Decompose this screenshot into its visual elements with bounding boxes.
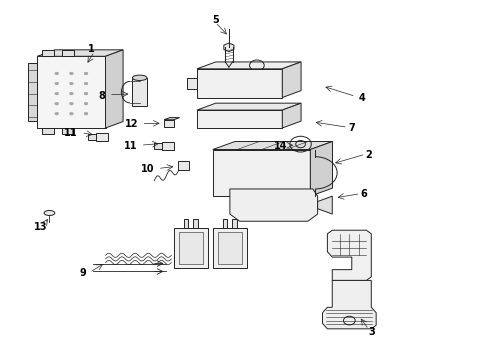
- Polygon shape: [212, 141, 332, 149]
- Circle shape: [84, 112, 88, 115]
- Bar: [132, 78, 147, 107]
- Circle shape: [55, 112, 59, 115]
- Polygon shape: [282, 103, 301, 128]
- Polygon shape: [163, 118, 179, 120]
- Text: 5: 5: [211, 15, 218, 26]
- Bar: [96, 133, 108, 141]
- Polygon shape: [37, 50, 123, 56]
- Bar: [177, 161, 189, 170]
- Polygon shape: [224, 43, 233, 51]
- Text: 10: 10: [141, 164, 154, 174]
- Ellipse shape: [44, 211, 55, 216]
- Text: 7: 7: [347, 123, 354, 133]
- Circle shape: [55, 102, 59, 105]
- Bar: [232, 220, 237, 228]
- Polygon shape: [197, 103, 301, 110]
- Text: 13: 13: [34, 222, 47, 231]
- Circle shape: [84, 82, 88, 85]
- Text: 6: 6: [360, 189, 366, 199]
- Circle shape: [55, 92, 59, 95]
- Text: 11: 11: [64, 129, 78, 138]
- Polygon shape: [229, 189, 317, 221]
- Bar: [61, 50, 74, 56]
- Circle shape: [84, 72, 88, 75]
- Bar: [193, 220, 198, 228]
- Bar: [28, 63, 37, 121]
- Circle shape: [84, 102, 88, 105]
- Bar: [187, 78, 197, 89]
- Bar: [183, 220, 188, 228]
- Circle shape: [69, 112, 73, 115]
- Circle shape: [55, 72, 59, 75]
- Polygon shape: [317, 196, 331, 214]
- Polygon shape: [310, 141, 332, 196]
- Circle shape: [69, 92, 73, 95]
- Bar: [163, 120, 173, 127]
- Text: 8: 8: [99, 91, 105, 101]
- Bar: [61, 128, 74, 134]
- Polygon shape: [212, 149, 310, 196]
- Polygon shape: [327, 230, 370, 280]
- Text: 12: 12: [124, 120, 138, 129]
- Polygon shape: [232, 196, 251, 207]
- Circle shape: [69, 102, 73, 105]
- Text: 2: 2: [365, 150, 371, 160]
- Text: 14: 14: [273, 141, 287, 151]
- Bar: [222, 220, 227, 228]
- Polygon shape: [197, 69, 282, 98]
- Circle shape: [84, 92, 88, 95]
- Bar: [178, 232, 203, 264]
- Bar: [42, 128, 54, 134]
- Bar: [88, 134, 96, 140]
- Polygon shape: [282, 62, 301, 98]
- Polygon shape: [322, 280, 375, 329]
- Bar: [217, 232, 242, 264]
- Bar: [42, 50, 54, 56]
- Bar: [173, 228, 207, 268]
- Polygon shape: [37, 56, 105, 128]
- Text: 11: 11: [123, 141, 137, 151]
- Polygon shape: [197, 110, 282, 128]
- Text: 3: 3: [367, 327, 374, 337]
- Bar: [154, 143, 161, 149]
- Bar: [161, 141, 173, 150]
- Circle shape: [69, 72, 73, 75]
- Text: 9: 9: [79, 268, 86, 278]
- Bar: [212, 228, 246, 268]
- Polygon shape: [271, 196, 290, 207]
- Ellipse shape: [132, 75, 147, 81]
- Text: 4: 4: [357, 93, 364, 103]
- Circle shape: [55, 82, 59, 85]
- Text: 1: 1: [87, 44, 94, 54]
- Polygon shape: [105, 50, 123, 128]
- Circle shape: [69, 82, 73, 85]
- Polygon shape: [197, 62, 301, 69]
